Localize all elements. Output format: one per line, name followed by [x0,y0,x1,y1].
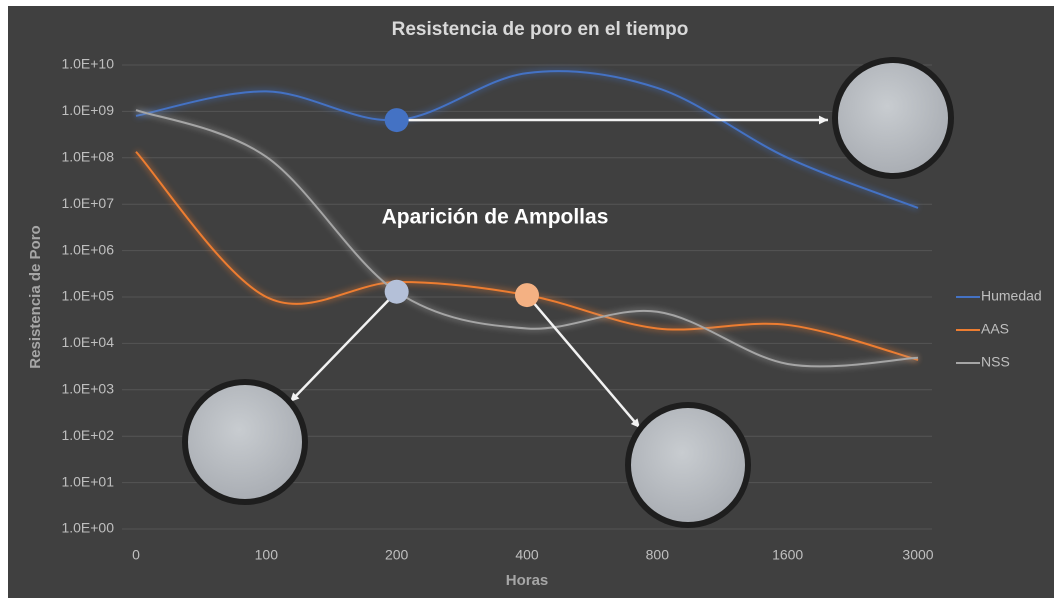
highlight-point [384,279,409,304]
legend-label: NSS [981,354,1010,370]
arrow [289,290,398,403]
x-tick-label: 100 [255,547,279,563]
y-axis-label: Resistencia de Poro [27,225,44,368]
y-tick-label: 1.0E+07 [61,195,114,211]
x-axis-label: Horas [506,572,549,589]
arrow-head [290,392,300,402]
series-line [135,109,919,368]
arrow [526,294,641,429]
photo [182,379,308,505]
annotation: Aparición de Ampollas [382,206,609,229]
photo [832,57,954,179]
y-tick-label: 1.0E+05 [61,288,114,304]
y-tick-label: 1.0E+02 [61,427,114,443]
x-tick-label: 1600 [772,547,803,563]
arrow-head [630,418,640,428]
y-tick-label: 1.0E+00 [61,520,114,536]
arrow-head [818,115,828,125]
x-tick-label: 200 [385,547,409,563]
y-tick-label: 1.0E+09 [61,102,114,118]
plot-area: 1.0E+00 1.0E+01 1.0E+02 1.0E+03 1.0E+04 1.0E+… [61,56,1041,563]
y-tick-label: 1.0E+03 [61,381,114,397]
photo [625,402,751,528]
y-tick-label: 1.0E+08 [61,149,114,165]
series-line [135,70,919,209]
y-tick-label: 1.0E+04 [61,334,114,350]
highlight-point [515,283,539,308]
chart-title: Resistencia de poro en el tiempo [392,19,689,40]
y-tick-label: 1.0E+10 [61,56,114,72]
x-tick-label: 400 [515,547,539,563]
x-tick-label: 0 [132,547,140,563]
y-tick-label: 1.0E+01 [61,473,114,489]
legend-label: AAS [981,321,1009,337]
photos [182,57,954,528]
x-tick-label: 800 [646,547,670,563]
x-tick-label: 3000 [902,547,933,563]
legend-label: Humedad [981,288,1042,304]
highlight-point [384,108,409,133]
y-tick-label: 1.0E+06 [61,241,114,257]
